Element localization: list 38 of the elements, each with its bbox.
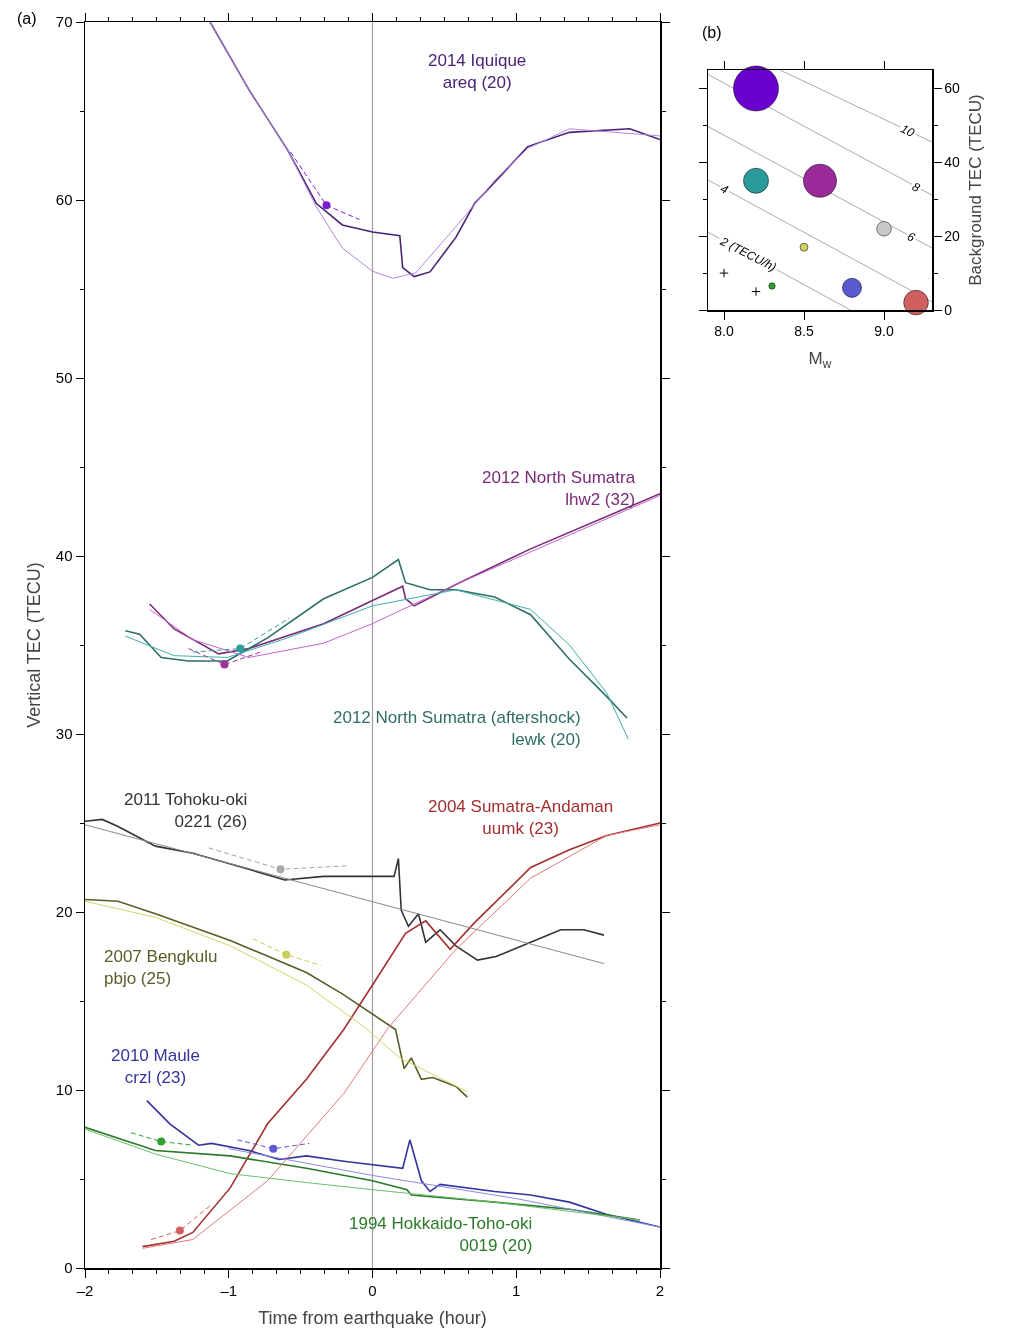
x-tick-label: 2 [655,1281,665,1299]
series-label: 2012 North Sumatra lhw2 (32) [482,468,636,510]
series-label: 2007 Bengkulu pbjo (25) [104,947,218,989]
y-tick-label: 60 [944,80,961,97]
x-tick-label: –1 [220,1281,238,1299]
series-label: 1994 Hokkaido-Toho-oki 0019 (20) [349,1214,533,1256]
x-tick-label: –2 [76,1281,94,1299]
y-tick-label: 30 [55,725,73,743]
chart-title: (a) [17,10,37,27]
text: 2010 Maule crzl (23) [111,1046,200,1088]
annotation: 8 [910,179,923,196]
series-label: 2004 Sumatra-Andaman uumk (23) [428,797,614,839]
y-tick-label: 20 [55,903,73,921]
series-label: 2012 North Sumatra (aftershock) lewk (20) [333,708,581,750]
y-tick-label: 20 [944,228,961,245]
x-axis-title: M$_{w}$ [808,349,832,372]
x-tick-label: 8.5 [794,323,814,340]
x-tick-label: 0 [368,1281,377,1299]
y-tick-label: 70 [55,13,73,31]
y-tick-label: 0 [944,301,953,318]
y-tick-label: 0 [64,1259,73,1277]
annotation: 4 [718,181,731,198]
y-axis-title: Background TEC (TECU) [966,94,986,286]
y-tick-label: 40 [55,547,73,565]
y-tick-label: 40 [944,154,961,171]
x-axis-title: Time from earthquake (hour) [258,1308,487,1329]
y-tick-label: 50 [55,369,73,387]
x-tick-label: 8.0 [714,323,734,340]
y-tick-label: 60 [55,191,73,209]
x-tick-label: 9.0 [874,323,894,340]
y-tick-label: 10 [55,1081,73,1099]
x-tick-label: 1 [512,1281,521,1299]
annotation: 10 [898,121,917,141]
annotation: 6 [904,229,918,245]
text: 2014 Iquique areq (20) [428,51,527,93]
series-label: 2011 Tohoku-oki 0221 (26) [124,790,248,832]
y-axis-title: Vertical TEC (TECU) [24,562,45,728]
chart-title: (b) [702,24,722,41]
